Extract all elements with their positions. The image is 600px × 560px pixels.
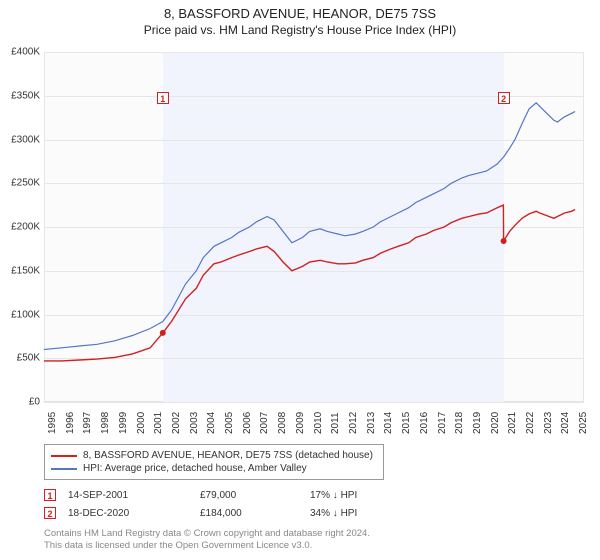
y-tick-label: £400K bbox=[0, 47, 40, 58]
transaction-price: £79,000 bbox=[200, 490, 310, 501]
x-tick-label: 2018 bbox=[454, 412, 465, 434]
transaction-date: 18-DEC-2020 bbox=[68, 508, 200, 519]
legend: 8, BASSFORD AVENUE, HEANOR, DE75 7SS (de… bbox=[44, 444, 384, 480]
transaction-marker: 1 bbox=[44, 489, 56, 501]
legend-label: 8, BASSFORD AVENUE, HEANOR, DE75 7SS (de… bbox=[83, 450, 373, 461]
sale-marker: 1 bbox=[157, 92, 169, 104]
sale-marker: 2 bbox=[498, 92, 510, 104]
y-tick-label: £0 bbox=[0, 397, 40, 408]
y-tick-label: £300K bbox=[0, 134, 40, 145]
x-tick-label: 1995 bbox=[47, 412, 58, 434]
y-tick-label: £200K bbox=[0, 222, 40, 233]
x-tick-label: 2001 bbox=[153, 412, 164, 434]
x-tick-label: 2013 bbox=[366, 412, 377, 434]
x-tick-label: 2017 bbox=[437, 412, 448, 434]
x-tick-label: 2012 bbox=[348, 412, 359, 434]
transaction-row: 2 18-DEC-2020£184,00034% ↓ HPI bbox=[44, 504, 584, 522]
page-title: 8, BASSFORD AVENUE, HEANOR, DE75 7SS bbox=[0, 0, 600, 21]
legend-row: HPI: Average price, detached house, Ambe… bbox=[51, 462, 377, 475]
x-tick-label: 2025 bbox=[578, 412, 589, 434]
x-tick-label: 2000 bbox=[136, 412, 147, 434]
x-tick-label: 2022 bbox=[525, 412, 536, 434]
x-tick-label: 2021 bbox=[507, 412, 518, 434]
y-tick-label: £350K bbox=[0, 90, 40, 101]
x-tick-label: 2015 bbox=[401, 412, 412, 434]
legend-swatch bbox=[51, 455, 77, 457]
transaction-price: £184,000 bbox=[200, 508, 310, 519]
transaction-marker: 2 bbox=[44, 507, 56, 519]
legend-swatch bbox=[51, 468, 77, 470]
x-tick-label: 2004 bbox=[206, 412, 217, 434]
transactions-table: 1 14-SEP-2001£79,00017% ↓ HPI 2 18-DEC-2020… bbox=[44, 486, 584, 522]
footer-line: Contains HM Land Registry data © Crown c… bbox=[44, 528, 584, 540]
x-tick-label: 2007 bbox=[259, 412, 270, 434]
x-tick-label: 1996 bbox=[65, 412, 76, 434]
legend-row: 8, BASSFORD AVENUE, HEANOR, DE75 7SS (de… bbox=[51, 449, 377, 462]
x-tick-label: 2003 bbox=[189, 412, 200, 434]
x-tick-label: 2024 bbox=[560, 412, 571, 434]
transaction-row: 1 14-SEP-2001£79,00017% ↓ HPI bbox=[44, 486, 584, 504]
sale-dot bbox=[160, 330, 166, 336]
transaction-date: 14-SEP-2001 bbox=[68, 490, 200, 501]
legend-label: HPI: Average price, detached house, Ambe… bbox=[83, 463, 307, 474]
page-subtitle: Price paid vs. HM Land Registry's House … bbox=[0, 21, 600, 41]
plot-area: 12 £0£50K£100K£150K£200K£250K£300K£350K£… bbox=[44, 52, 584, 402]
x-tick-label: 1998 bbox=[100, 412, 111, 434]
x-tick-label: 2020 bbox=[490, 412, 501, 434]
sale-dot bbox=[501, 238, 507, 244]
x-tick-label: 2019 bbox=[472, 412, 483, 434]
transaction-delta: 17% ↓ HPI bbox=[310, 490, 470, 501]
x-tick-label: 2010 bbox=[313, 412, 324, 434]
x-tick-label: 2016 bbox=[419, 412, 430, 434]
x-tick-label: 2008 bbox=[277, 412, 288, 434]
x-tick-label: 1997 bbox=[82, 412, 93, 434]
transaction-delta: 34% ↓ HPI bbox=[310, 508, 470, 519]
y-tick-label: £150K bbox=[0, 265, 40, 276]
x-tick-label: 2009 bbox=[295, 412, 306, 434]
y-tick-label: £250K bbox=[0, 178, 40, 189]
x-tick-label: 2002 bbox=[171, 412, 182, 434]
x-tick-label: 2014 bbox=[383, 412, 394, 434]
y-tick-label: £100K bbox=[0, 309, 40, 320]
series-hpi bbox=[44, 103, 575, 350]
x-tick-label: 2023 bbox=[543, 412, 554, 434]
x-tick-label: 2006 bbox=[242, 412, 253, 434]
x-tick-label: 2011 bbox=[330, 412, 341, 434]
chart-card: 8, BASSFORD AVENUE, HEANOR, DE75 7SS Pri… bbox=[0, 0, 600, 560]
x-tick-label: 1999 bbox=[118, 412, 129, 434]
line-layer bbox=[44, 52, 584, 402]
footer-line: This data is licensed under the Open Gov… bbox=[44, 540, 584, 552]
attribution-footer: Contains HM Land Registry data © Crown c… bbox=[44, 528, 584, 552]
y-tick-label: £50K bbox=[0, 353, 40, 364]
x-tick-label: 2005 bbox=[224, 412, 235, 434]
